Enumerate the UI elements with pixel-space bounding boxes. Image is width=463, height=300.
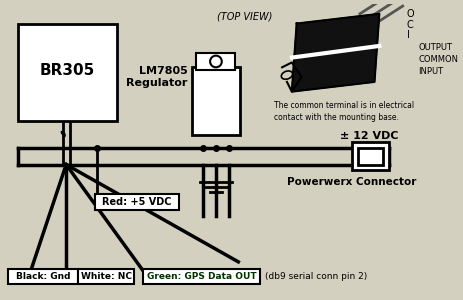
Text: Green: GPS Data OUT: Green: GPS Data OUT	[146, 272, 256, 281]
Text: Black: Gnd: Black: Gnd	[16, 272, 70, 281]
Text: C: C	[406, 20, 413, 31]
Text: The common terminal is in electrical
contact with the mounting base.: The common terminal is in electrical con…	[274, 101, 413, 122]
Text: Red: +5 VDC: Red: +5 VDC	[102, 196, 171, 207]
Polygon shape	[291, 14, 379, 92]
Bar	[351, 142, 388, 170]
Bar	[95, 194, 179, 210]
Bar	[357, 148, 382, 165]
Text: (TOP VIEW): (TOP VIEW)	[217, 12, 272, 22]
Text: O: O	[406, 9, 413, 19]
Bar	[191, 67, 240, 135]
Bar	[78, 269, 134, 284]
Bar	[196, 53, 235, 70]
Text: (db9 serial conn pin 2): (db9 serial conn pin 2)	[264, 272, 366, 281]
Bar	[143, 269, 259, 284]
Bar	[18, 23, 117, 121]
Text: Powerwerx Connector: Powerwerx Connector	[286, 177, 415, 187]
Bar	[8, 269, 78, 284]
Text: OUTPUT
COMMON
INPUT: OUTPUT COMMON INPUT	[417, 43, 457, 76]
Text: BR305: BR305	[39, 63, 94, 78]
Text: I: I	[406, 30, 408, 40]
Text: ± 12 VDC: ± 12 VDC	[340, 131, 398, 141]
Text: White: NC: White: NC	[81, 272, 131, 281]
Text: LM7805
Regulator: LM7805 Regulator	[126, 66, 188, 88]
